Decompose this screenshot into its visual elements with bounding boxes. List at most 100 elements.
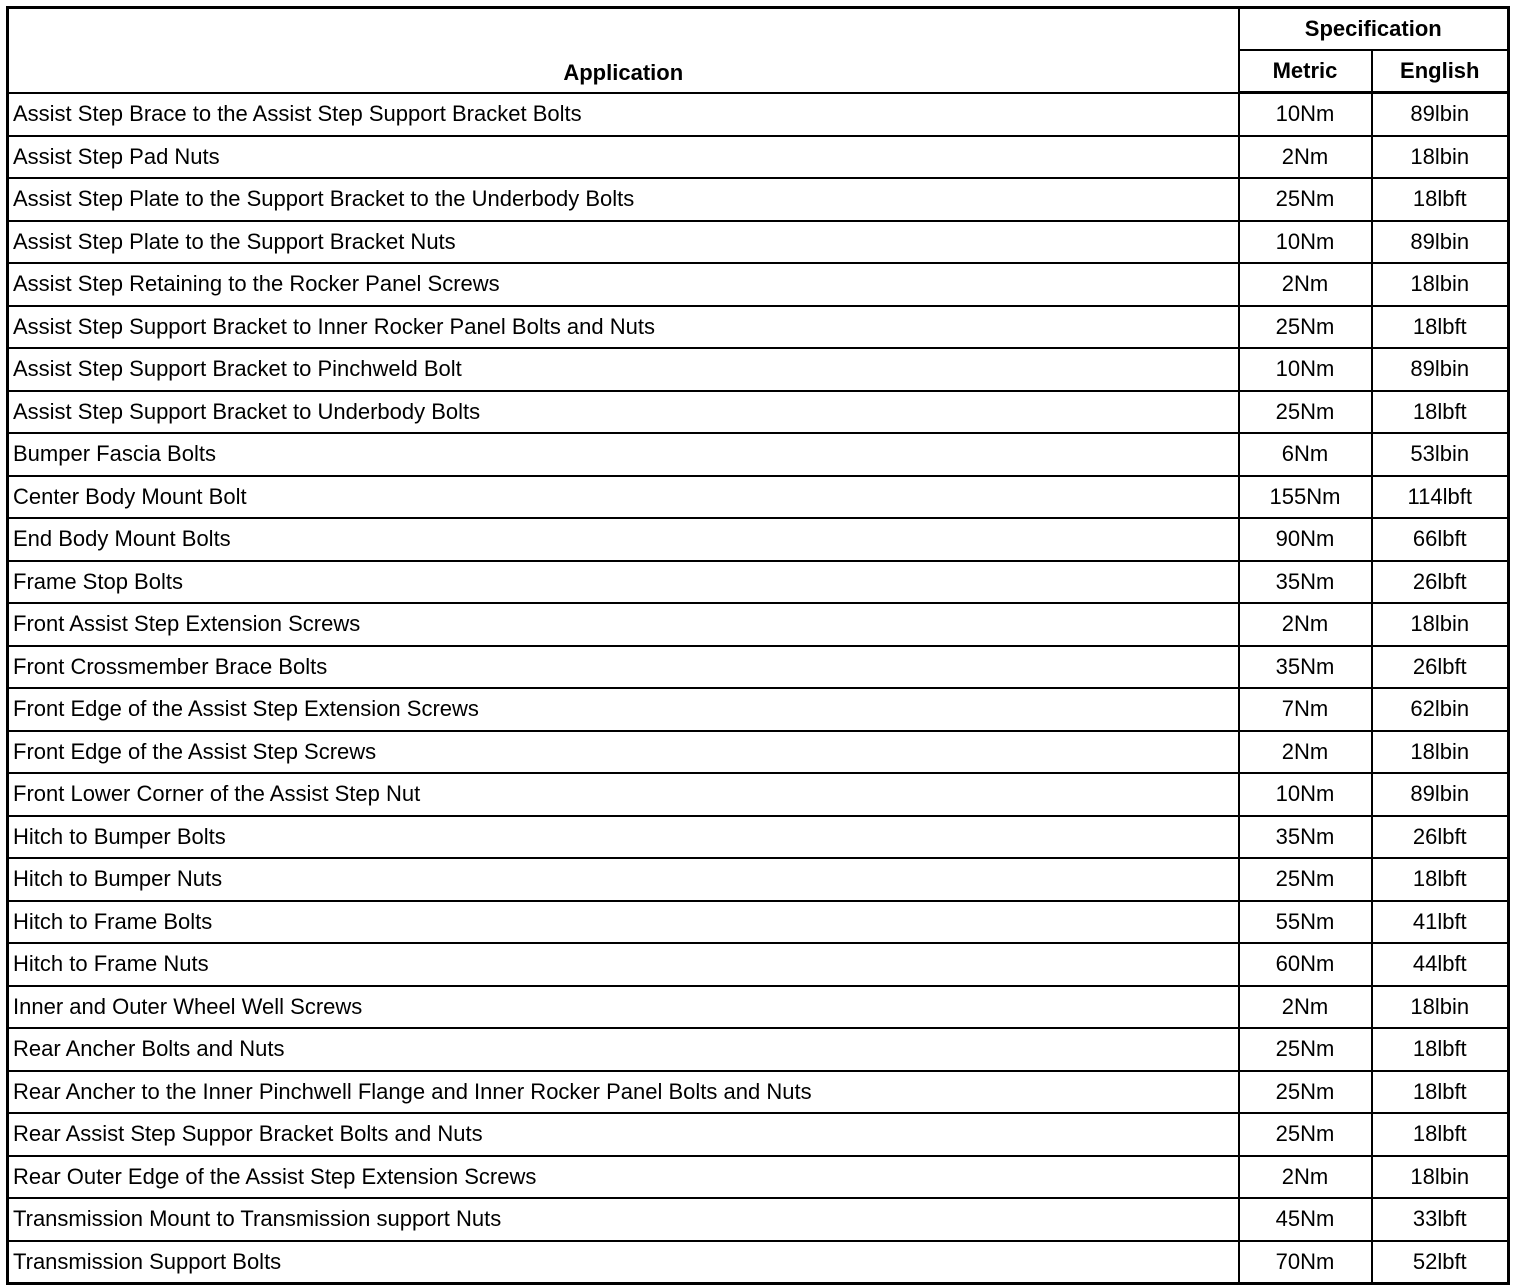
metric-cell: 35Nm — [1237, 814, 1373, 859]
english-cell: 18lbft — [1370, 1069, 1510, 1114]
metric-cell: 6Nm — [1237, 432, 1373, 477]
english-cell: 89lbin — [1370, 91, 1510, 137]
english-cell: 26lbft — [1370, 814, 1510, 859]
table-row: Transmission Mount to Transmission suppo… — [6, 1197, 1510, 1242]
english-cell: 18lbin — [1370, 134, 1510, 179]
table-row: Rear Outer Edge of the Assist Step Exten… — [6, 1154, 1510, 1199]
metric-cell: 55Nm — [1237, 899, 1373, 944]
table-row: Transmission Support Bolts 70Nm 52lbft — [6, 1239, 1510, 1285]
english-cell: 26lbft — [1370, 559, 1510, 604]
application-cell: Transmission Support Bolts — [6, 1239, 1240, 1285]
metric-cell: 2Nm — [1237, 1154, 1373, 1199]
english-cell: 44lbft — [1370, 942, 1510, 987]
table-row: Front Edge of the Assist Step Screws 2Nm 1… — [6, 729, 1510, 774]
metric-cell: 10Nm — [1237, 772, 1373, 817]
english-cell: 89lbin — [1370, 347, 1510, 392]
table-row: Hitch to Frame Bolts 55Nm 41lbft — [6, 899, 1510, 944]
application-cell: Assist Step Plate to the Support Bracket… — [6, 219, 1240, 264]
table-row: Assist Step Support Bracket to Inner Roc… — [6, 304, 1510, 349]
application-cell: Assist Step Support Bracket to Pinchweld… — [6, 347, 1240, 392]
header-metric: Metric — [1237, 49, 1373, 94]
metric-cell: 70Nm — [1237, 1239, 1373, 1285]
metric-cell: 2Nm — [1237, 134, 1373, 179]
application-cell: Front Edge of the Assist Step Screws — [6, 729, 1240, 774]
header-application: Application — [6, 6, 1240, 94]
metric-cell: 25Nm — [1237, 1112, 1373, 1157]
table-row: Assist Step Plate to the Support Bracket… — [6, 219, 1510, 264]
table-row: Rear Ancher Bolts and Nuts 25Nm 18lbft — [6, 1027, 1510, 1072]
english-cell: 18lbft — [1370, 1112, 1510, 1157]
application-cell: Frame Stop Bolts — [6, 559, 1240, 604]
table-row: Assist Step Support Bracket to Pinchweld… — [6, 347, 1510, 392]
english-cell: 18lbin — [1370, 1154, 1510, 1199]
metric-cell: 25Nm — [1237, 389, 1373, 434]
english-cell: 18lbft — [1370, 177, 1510, 222]
english-cell: 89lbin — [1370, 772, 1510, 817]
metric-cell: 2Nm — [1237, 262, 1373, 307]
metric-cell: 35Nm — [1237, 644, 1373, 689]
table-row: Bumper Fascia Bolts 6Nm 53lbin — [6, 432, 1510, 477]
application-cell: Rear Outer Edge of the Assist Step Exten… — [6, 1154, 1240, 1199]
english-cell: 18lbin — [1370, 602, 1510, 647]
english-cell: 18lbft — [1370, 304, 1510, 349]
table-row: End Body Mount Bolts 90Nm 66lbft — [6, 517, 1510, 562]
application-cell: Front Edge of the Assist Step Extension … — [6, 687, 1240, 732]
subheader-row: Metric English — [8, 49, 1510, 94]
metric-cell: 25Nm — [1237, 1069, 1373, 1114]
metric-cell: 2Nm — [1237, 984, 1373, 1029]
torque-specification-table: Application Specification Metric English… — [6, 6, 1511, 1285]
table-row: Assist Step Pad Nuts 2Nm 18lbin — [6, 134, 1510, 179]
english-cell: 18lbin — [1370, 262, 1510, 307]
table-row: Front Assist Step Extension Screws 2Nm 18l… — [6, 602, 1510, 647]
metric-cell: 10Nm — [1237, 91, 1373, 137]
application-cell: Assist Step Plate to the Support Bracket… — [6, 177, 1240, 222]
table-row: Front Edge of the Assist Step Extension … — [6, 687, 1510, 732]
table-body: Assist Step Brace to the Assist Step Sup… — [6, 91, 1510, 1285]
application-cell: Hitch to Bumper Nuts — [6, 857, 1240, 902]
metric-cell: 25Nm — [1237, 1027, 1373, 1072]
application-cell: Hitch to Frame Bolts — [6, 899, 1240, 944]
table-row: Hitch to Frame Nuts 60Nm 44lbft — [6, 942, 1510, 987]
metric-cell: 25Nm — [1237, 177, 1373, 222]
english-cell: 18lbin — [1370, 729, 1510, 774]
table-row: Front Crossmember Brace Bolts 35Nm 26lbft — [6, 644, 1510, 689]
metric-cell: 2Nm — [1237, 729, 1373, 774]
metric-cell: 25Nm — [1237, 857, 1373, 902]
metric-cell: 45Nm — [1237, 1197, 1373, 1242]
application-cell: Inner and Outer Wheel Well Screws — [6, 984, 1240, 1029]
english-cell: 66lbft — [1370, 517, 1510, 562]
metric-cell: 10Nm — [1237, 347, 1373, 392]
table-row: Hitch to Bumper Nuts 25Nm 18lbft — [6, 857, 1510, 902]
application-cell: Front Crossmember Brace Bolts — [6, 644, 1240, 689]
application-cell: Assist Step Support Bracket to Underbody… — [6, 389, 1240, 434]
table-row: Inner and Outer Wheel Well Screws 2Nm 18lb… — [6, 984, 1510, 1029]
application-cell: Assist Step Support Bracket to Inner Roc… — [6, 304, 1240, 349]
metric-cell: 90Nm — [1237, 517, 1373, 562]
application-cell: Front Lower Corner of the Assist Step Nu… — [6, 772, 1240, 817]
metric-cell: 7Nm — [1237, 687, 1373, 732]
table-row: Assist Step Support Bracket to Underbody… — [6, 389, 1510, 434]
application-cell: Center Body Mount Bolt — [6, 474, 1240, 519]
table-row: Assist Step Brace to the Assist Step Sup… — [6, 91, 1510, 137]
header-english: English — [1370, 49, 1510, 94]
english-cell: 33lbft — [1370, 1197, 1510, 1242]
table-row: Assist Step Retaining to the Rocker Pane… — [6, 262, 1510, 307]
table-row: Assist Step Plate to the Support Bracket… — [6, 177, 1510, 222]
metric-cell: 2Nm — [1237, 602, 1373, 647]
application-cell: Hitch to Bumper Bolts — [6, 814, 1240, 859]
table-row: Frame Stop Bolts 35Nm 26lbft — [6, 559, 1510, 604]
application-cell: Rear Assist Step Suppor Bracket Bolts an… — [6, 1112, 1240, 1157]
metric-cell: 10Nm — [1237, 219, 1373, 264]
application-cell: Rear Ancher to the Inner Pinchwell Flang… — [6, 1069, 1240, 1114]
english-cell: 89lbin — [1370, 219, 1510, 264]
table-row: Hitch to Bumper Bolts 35Nm 26lbft — [6, 814, 1510, 859]
english-cell: 18lbft — [1370, 857, 1510, 902]
english-cell: 18lbin — [1370, 984, 1510, 1029]
header-row: Application Specification — [6, 6, 1510, 94]
header-specification: Specification — [1237, 6, 1510, 51]
metric-cell: 60Nm — [1237, 942, 1373, 987]
application-cell: Assist Step Pad Nuts — [6, 134, 1240, 179]
application-cell: Front Assist Step Extension Screws — [6, 602, 1240, 647]
table-row: Rear Assist Step Suppor Bracket Bolts an… — [6, 1112, 1510, 1157]
table-row: Front Lower Corner of the Assist Step Nu… — [6, 772, 1510, 817]
